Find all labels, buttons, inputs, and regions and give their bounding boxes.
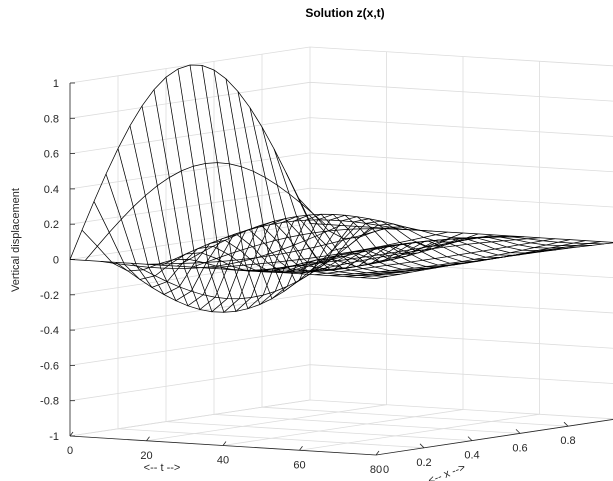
x-tick-mark (467, 436, 473, 441)
mesh-line-x (249, 107, 557, 284)
z-tick-label: -0.8 (40, 396, 59, 408)
t-gridline (299, 61, 540, 451)
z-gridline (69, 328, 613, 366)
z-tick-label: 0.4 (44, 184, 59, 196)
t-tick-mark (375, 450, 380, 456)
mesh-line-t (100, 225, 341, 269)
x-gridline (261, 54, 569, 427)
mesh-line-x (153, 89, 461, 311)
x-tick-label: 0 (383, 464, 389, 476)
mesh-line-x (213, 69, 521, 306)
t-tick-mark (222, 441, 227, 446)
x-gridline (117, 75, 425, 449)
z-tick-label: 0.2 (44, 219, 59, 231)
t-gridline (146, 51, 387, 442)
x-tick-label: 0.6 (512, 442, 527, 454)
t-tick-label: 20 (140, 450, 152, 462)
x-gridline (165, 68, 473, 441)
grid-lines (69, 46, 613, 456)
z-gridline (69, 364, 613, 402)
t-tick-mark (146, 436, 150, 441)
t-gridline (375, 419, 613, 456)
mesh-line-x (165, 77, 473, 313)
mesh-line-t (207, 231, 448, 269)
z-tick-label: -0.4 (40, 325, 59, 337)
t-tick-label: 0 (67, 445, 73, 457)
t-tick-label: 80 (370, 464, 382, 476)
t-axis-label: <-- t --> (144, 462, 181, 474)
mesh-line-x (273, 148, 581, 263)
x-tick-label: 0.2 (416, 457, 431, 469)
z-tick-label: 0.8 (44, 113, 59, 125)
x-gridline (213, 61, 521, 434)
mesh-line-x (189, 64, 497, 313)
mesh-line-x (141, 105, 449, 307)
t-tick-mark (69, 431, 74, 437)
t-tick-label: 40 (217, 455, 229, 467)
x-tick-mark (419, 443, 425, 449)
mesh-line-x (225, 78, 533, 300)
mesh-line-t (176, 213, 418, 267)
x-axis-label: <-- x --> (426, 461, 467, 481)
z-axis-label: Vertical displacement (10, 188, 22, 292)
mesh-line-x (201, 65, 509, 310)
tick-labels: 1 0.8 0.6 0.4 0.2 0 -0.2 -0.4 -0.6 -0.8 -1 0 20 40 60 8… (40, 78, 576, 476)
z-gridline (69, 187, 613, 225)
mesh-line-x (237, 91, 545, 292)
mesh-line-t (69, 64, 311, 260)
mesh-line-x (117, 148, 425, 295)
mesh-line-x (69, 259, 377, 279)
z-gridline (69, 46, 613, 84)
z-gridline (69, 81, 613, 119)
mesh-line-x (177, 68, 485, 313)
z-tick-label: -0.2 (40, 290, 59, 302)
mesh-line-x (297, 197, 605, 245)
mesh-line-x (261, 126, 569, 274)
mesh-line-x (285, 172, 592, 252)
mesh-line-x (129, 125, 437, 302)
surface-mesh (69, 64, 613, 313)
x-axis-line (375, 419, 613, 456)
mesh-line-t (375, 242, 613, 279)
z-gridline (69, 152, 613, 190)
t-gridline (222, 56, 464, 446)
mesh-line-x (309, 223, 613, 243)
t-tick-mark (299, 446, 303, 451)
x-tick-mark (515, 429, 521, 434)
z-tick-label: 0 (53, 255, 59, 267)
x-tick-label: 0.8 (560, 435, 575, 447)
x-tick-label: 0.4 (464, 450, 479, 462)
z-gridline (69, 117, 613, 154)
z-tick-label: -0.6 (40, 360, 59, 372)
z-tick-label: 0.6 (44, 149, 59, 161)
mesh-line-x (105, 173, 413, 288)
x-tick-mark (563, 421, 569, 427)
z-gridline (69, 293, 613, 331)
t-gridline (69, 47, 311, 437)
t-tick-label: 60 (293, 459, 305, 471)
z-tick-label: 1 (53, 78, 59, 90)
z-tick-label: -1 (49, 431, 59, 443)
chart-title: Solution z(x,t) (305, 6, 384, 20)
